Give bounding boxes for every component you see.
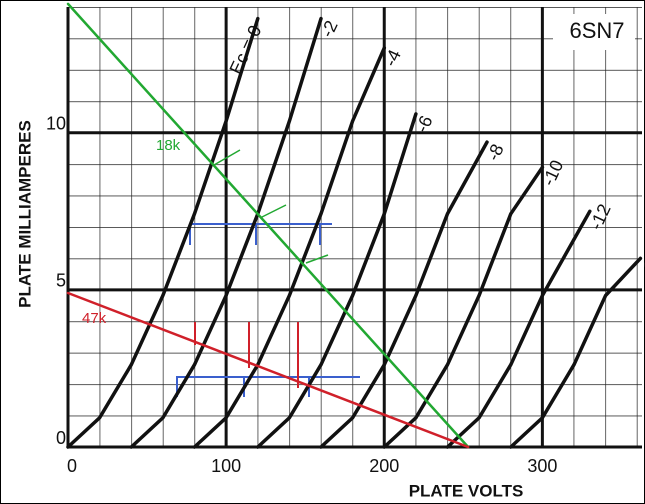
x-tick-label: 300 bbox=[527, 456, 557, 476]
curve-label: -6 bbox=[412, 113, 437, 136]
plate-curve bbox=[256, 112, 418, 449]
plate-curve bbox=[445, 209, 592, 449]
chart-title: 6SN7 bbox=[569, 18, 624, 43]
y-tick-label: 0 bbox=[56, 428, 66, 448]
load-line bbox=[66, 2, 470, 449]
x-tick-label: 200 bbox=[369, 456, 399, 476]
load-line bbox=[66, 291, 470, 449]
plate-curve bbox=[66, 16, 260, 449]
load-line-label: 47k bbox=[82, 310, 107, 327]
title-box bbox=[553, 14, 635, 50]
x-tick-label: 0 bbox=[67, 456, 77, 476]
x-axis-label: PLATE VOLTS bbox=[409, 481, 524, 500]
load-line-label: 18k bbox=[156, 137, 181, 154]
plate-curve bbox=[509, 256, 643, 449]
curve-label: -2 bbox=[317, 17, 342, 40]
y-tick-label: 5 bbox=[56, 271, 66, 291]
curve-label: -8 bbox=[483, 141, 508, 164]
plate-curve bbox=[129, 16, 323, 449]
plate-curve bbox=[319, 140, 489, 449]
curve-label: -14 bbox=[636, 248, 645, 280]
curve-label: -4 bbox=[380, 47, 405, 70]
y-tick-label: 10 bbox=[46, 113, 66, 133]
plate-curve bbox=[192, 46, 387, 449]
minor-grid bbox=[68, 7, 642, 447]
green-marks bbox=[213, 149, 329, 264]
y-axis-label: PLATE MILLIAMPERES bbox=[15, 120, 34, 308]
plate-curve bbox=[382, 165, 545, 449]
x-tick-label: 100 bbox=[211, 456, 241, 476]
